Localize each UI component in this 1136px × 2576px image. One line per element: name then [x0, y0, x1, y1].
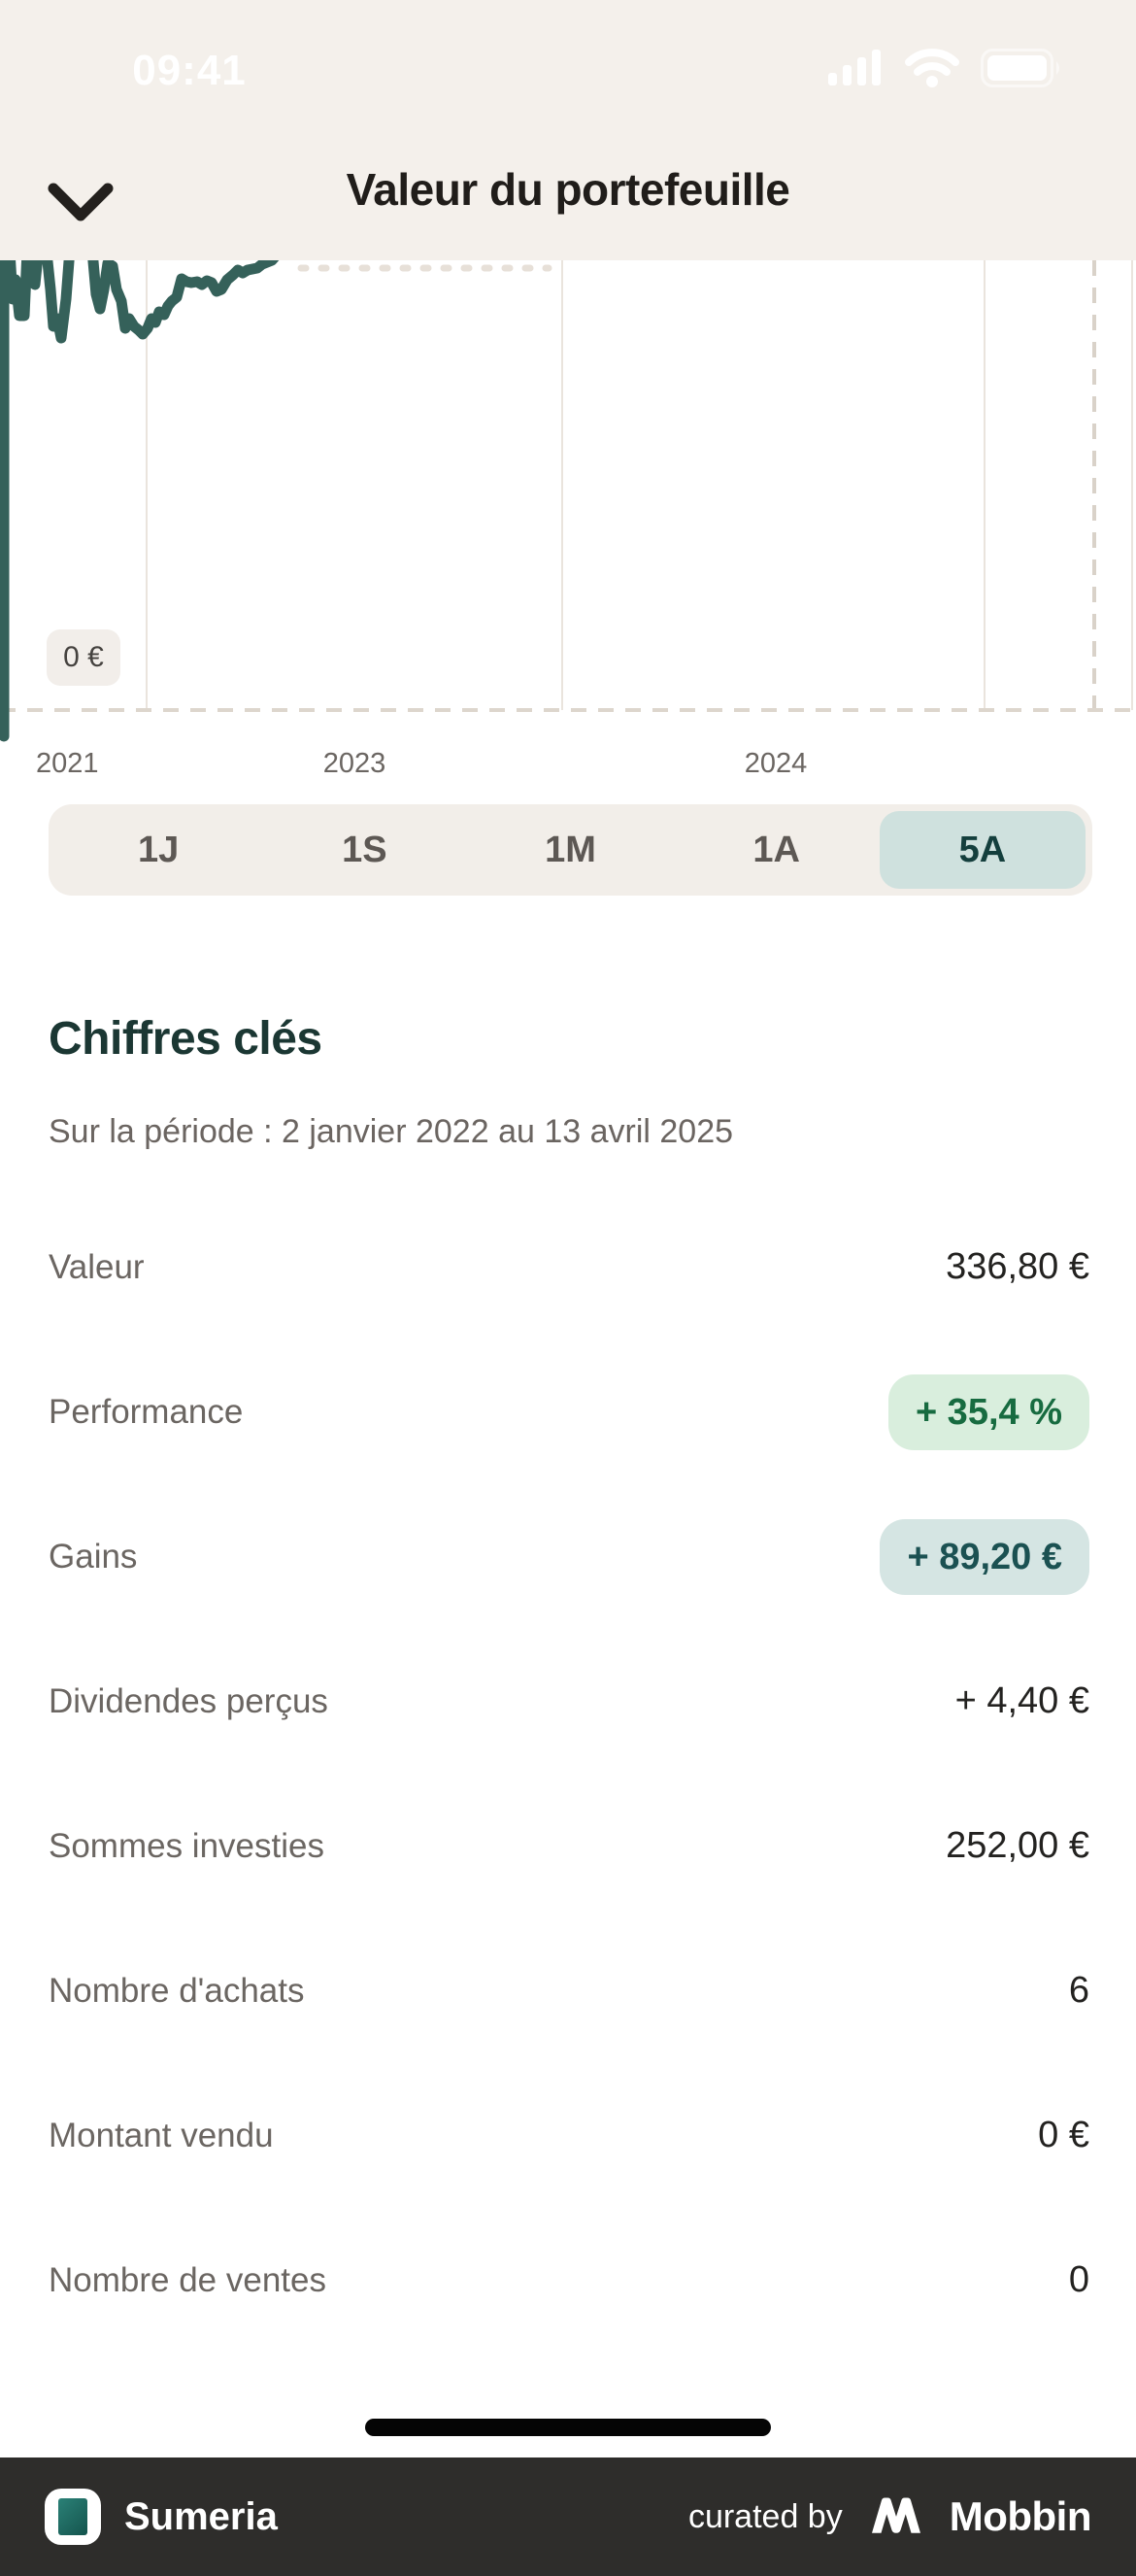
stat-value: 0 — [1068, 2259, 1089, 2300]
stat-value: 6 — [1068, 1970, 1089, 2011]
range-option-5a[interactable]: 5A — [879, 811, 1086, 889]
sumeria-logo-mark — [58, 2498, 87, 2535]
chart-canvas — [0, 260, 1136, 742]
stat-row-performance: Performance + 35,4 % — [0, 1339, 1136, 1484]
portfolio-chart[interactable]: 0 € — [0, 260, 1136, 748]
performance-badge: + 35,4 % — [887, 1373, 1089, 1450]
gains-badge: + 89,20 € — [880, 1518, 1089, 1595]
key-figures-list: Valeur 336,80 € Performance + 35,4 % Gai… — [0, 1195, 1136, 2353]
stat-label: Montant vendu — [49, 2116, 274, 2154]
stat-label: Gains — [49, 1537, 138, 1576]
range-option-1j[interactable]: 1J — [55, 811, 261, 889]
stat-row-nombre-achats: Nombre d'achats 6 — [0, 1918, 1136, 2063]
home-indicator — [365, 2419, 771, 2436]
stat-label: Valeur — [49, 1247, 145, 1286]
section-title: Chiffres clés — [49, 1013, 322, 1065]
chart-x-axis: 2021 2023 2024 — [0, 744, 1136, 791]
range-option-1m[interactable]: 1M — [467, 811, 673, 889]
range-selector: 1J 1S 1M 1A 5A — [49, 804, 1092, 896]
battery-icon — [981, 49, 1062, 92]
header: Valeur du portefeuille — [0, 155, 1136, 260]
stat-label: Dividendes perçus — [49, 1681, 328, 1720]
stat-label: Performance — [49, 1392, 244, 1431]
status-bar: 09:41 — [0, 0, 1136, 126]
stat-row-sommes-investies: Sommes investies 252,00 € — [0, 1774, 1136, 1918]
curated-by-label: curated by — [687, 2497, 843, 2535]
collapse-button[interactable] — [43, 165, 118, 241]
status-time: 09:41 — [132, 47, 247, 94]
stat-value: + 4,40 € — [954, 1680, 1089, 1721]
status-icons — [828, 49, 1062, 92]
value-line — [0, 260, 280, 742]
stat-value: 252,00 € — [946, 1825, 1089, 1866]
range-option-1a[interactable]: 1A — [674, 811, 880, 889]
x-tick-label: 2021 — [36, 748, 99, 779]
x-tick-label: 2024 — [744, 748, 808, 779]
range-option-1s[interactable]: 1S — [261, 811, 467, 889]
stat-label: Nombre d'achats — [49, 1971, 305, 2010]
cellular-signal-icon — [828, 50, 884, 91]
brand-name: Mobbin — [949, 2493, 1092, 2539]
stat-row-dividendes: Dividendes perçus + 4,40 € — [0, 1629, 1136, 1774]
stat-row-gains: Gains + 89,20 € — [0, 1484, 1136, 1629]
footer-app: Sumeria — [45, 2489, 278, 2545]
x-tick-label: 2023 — [322, 748, 386, 779]
zero-value-chip: 0 € — [47, 629, 120, 686]
top-band: 09:41 — [0, 0, 1136, 260]
stat-row-montant-vendu: Montant vendu 0 € — [0, 2063, 1136, 2208]
section-period: Sur la période : 2 janvier 2022 au 13 av… — [49, 1113, 734, 1150]
chevron-down-icon — [48, 181, 114, 226]
watermark-footer: Sumeria curated by Mobbin — [0, 2457, 1136, 2576]
wifi-icon — [905, 49, 959, 92]
stat-value: 336,80 € — [946, 1246, 1089, 1287]
stat-label: Nombre de ventes — [49, 2260, 326, 2299]
mobbin-logo-icon — [868, 2495, 924, 2539]
stat-label: Sommes investies — [49, 1826, 324, 1865]
app-name: Sumeria — [124, 2494, 278, 2538]
stat-row-valeur: Valeur 336,80 € — [0, 1195, 1136, 1339]
stat-value: 0 € — [1038, 2115, 1089, 2155]
page-title: Valeur du portefeuille — [346, 164, 790, 215]
stat-row-nombre-ventes: Nombre de ventes 0 — [0, 2208, 1136, 2353]
sumeria-app-icon — [45, 2489, 101, 2545]
footer-brand: curated by Mobbin — [687, 2493, 1092, 2540]
